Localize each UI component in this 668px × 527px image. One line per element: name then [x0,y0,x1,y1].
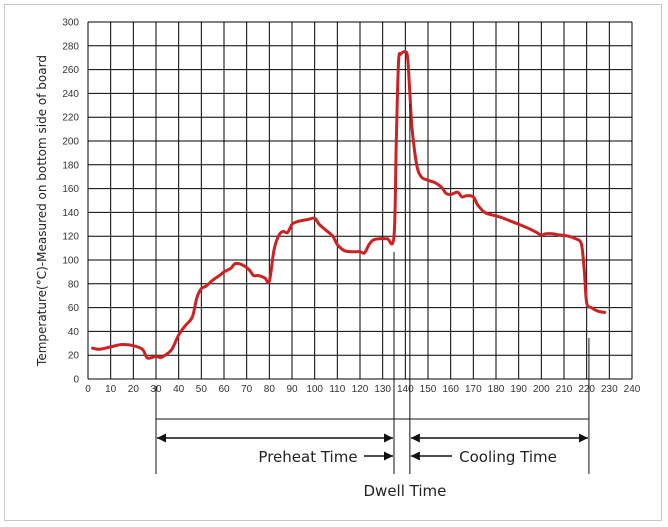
y-tick-label: 180 [62,160,79,171]
x-tick-label: 80 [264,384,276,395]
x-tick-labels: 0 10 20 30 40 50 60 70 80 90 100 110 120 130 140 150 160… [85,384,641,395]
x-tick-label: 220 [578,384,595,395]
x-tick-label: 60 [218,384,230,395]
x-tick-label: 120 [352,384,369,395]
y-tick-label: 240 [62,89,79,100]
x-tick-label: 170 [465,384,482,395]
x-tick-label: 40 [173,384,185,395]
x-tick-label: 180 [488,384,505,395]
x-tick-label: 70 [241,384,253,395]
time-annotations: Preheat Time Cooling Time Dwell Time [155,104,590,500]
y-tick-label: 200 [62,137,79,148]
y-tick-label: 140 [62,208,79,219]
y-tick-label: 120 [62,232,79,243]
x-tick-label: 130 [374,384,391,395]
y-axis-label: Temperature(°C)-Measured on bottom side … [35,55,49,367]
y-tick-label: 60 [68,303,80,314]
y-tick-label: 220 [62,113,79,124]
x-tick-label: 100 [306,384,323,395]
y-tick-labels: 0 20 40 60 80 100 120 140 160 180 200 220 240 260 280 3… [62,18,79,386]
x-tick-label: 110 [329,384,345,395]
x-tick-label: 200 [533,384,550,395]
cooling-time-label: Cooling Time [459,448,557,466]
y-tick-label: 260 [62,65,79,76]
grid-lines [87,21,633,380]
x-tick-label: 240 [624,384,641,395]
x-tick-label: 190 [510,384,527,395]
x-tick-label: 0 [85,384,91,395]
x-tick-label: 50 [196,384,208,395]
y-tick-label: 20 [68,351,80,362]
y-tick-label: 80 [68,279,80,290]
x-tick-label: 10 [105,384,117,395]
dwell-time-label: Dwell Time [364,482,447,500]
x-tick-label: 230 [601,384,618,395]
x-tick-label: 140 [397,384,414,395]
y-tick-label: 280 [62,41,79,52]
x-tick-label: 20 [128,384,140,395]
y-tick-label: 100 [62,256,79,267]
x-tick-label: 90 [286,384,298,395]
y-tick-label: 40 [68,327,80,338]
x-tick-label: 160 [442,384,459,395]
y-tick-label: 0 [73,375,79,386]
temperature-profile-line [91,50,607,360]
y-tick-label: 160 [62,184,79,195]
preheat-time-label: Preheat Time [258,448,357,466]
x-tick-label: 210 [556,384,573,395]
x-tick-label: 150 [420,384,437,395]
y-tick-label: 300 [62,18,79,29]
